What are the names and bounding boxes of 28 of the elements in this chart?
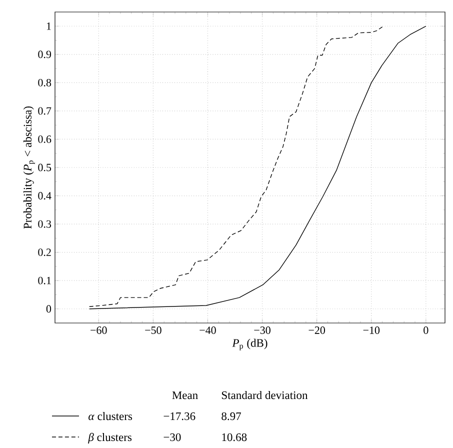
x-tick-label: −40 bbox=[200, 326, 216, 334]
legend-label: β clusters bbox=[88, 432, 132, 444]
y-tick-label: 0.1 bbox=[38, 276, 51, 284]
x-tick-label: −60 bbox=[90, 326, 107, 334]
x-tick-label: 0 bbox=[424, 326, 428, 334]
y-tick-label: 0.4 bbox=[38, 192, 52, 200]
text: Mean bbox=[172, 391, 198, 400]
y-tick-label: 0.5 bbox=[38, 164, 52, 172]
x-tick-label: −30 bbox=[254, 326, 270, 334]
y-axis-title: Probability (P$_{p}$ < abscissa) bbox=[23, 106, 35, 229]
legend-label: α clusters bbox=[88, 412, 132, 420]
y-tick-label: 0.7 bbox=[38, 107, 52, 115]
y-tick-label: 0.3 bbox=[38, 220, 52, 228]
x-tick-label: −20 bbox=[308, 326, 325, 334]
x-tick-label: −10 bbox=[363, 326, 380, 334]
text: 8.97 bbox=[222, 412, 241, 420]
y-tick-label: 0 bbox=[46, 305, 52, 313]
x-axis-title: P$_{p}$ (dB) bbox=[232, 338, 268, 350]
text: −17.36 bbox=[164, 412, 196, 420]
x-tick-label: −50 bbox=[145, 326, 162, 334]
y-tick-label: 0.8 bbox=[38, 78, 52, 86]
text: 10.68 bbox=[222, 433, 247, 442]
y-tick-label: 0.6 bbox=[38, 135, 52, 143]
y-tick-label: 0.2 bbox=[38, 248, 51, 256]
text: Standard deviation bbox=[222, 391, 308, 400]
y-tick-label: 1 bbox=[46, 22, 51, 30]
text: −30 bbox=[164, 433, 181, 442]
y-tick-label: 0.9 bbox=[38, 50, 52, 58]
